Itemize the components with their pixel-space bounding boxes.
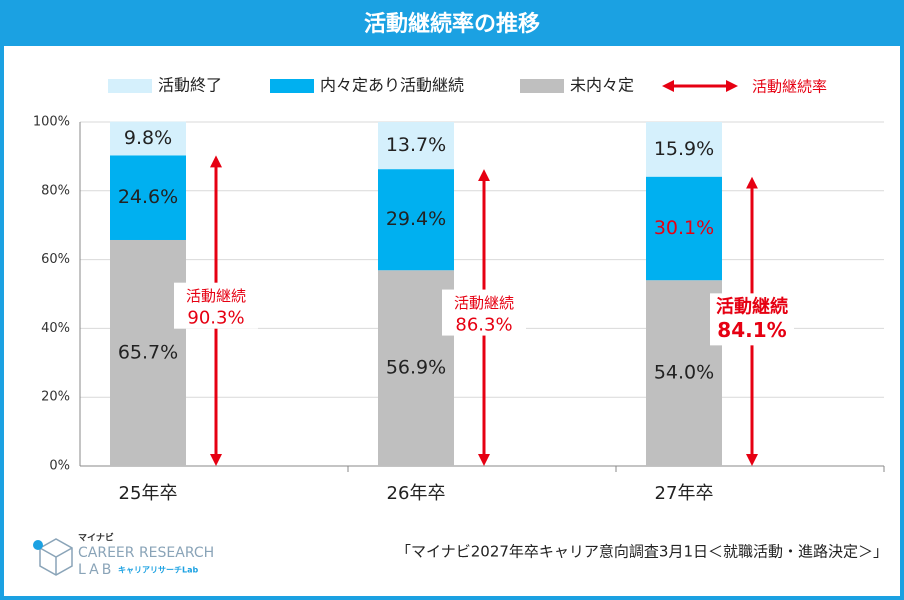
legend-swatch xyxy=(520,79,564,93)
y-tick-label: 60% xyxy=(41,252,70,267)
value-label: 13.7% xyxy=(386,134,446,156)
y-tick-label: 0% xyxy=(49,459,70,474)
y-tick-label: 40% xyxy=(41,321,70,336)
label-bg xyxy=(710,293,794,346)
logo-sub: キャリアリサーチLab xyxy=(118,566,198,575)
continuation-value: 90.3% xyxy=(187,308,244,329)
bar-segment xyxy=(646,122,722,177)
bar-segment xyxy=(378,122,454,170)
value-label: 56.9% xyxy=(386,357,446,379)
source: 「マイナビ2027年卒キャリア意向調査3月1日＜就職活動・進路決定＞」 xyxy=(396,543,888,561)
bar-segment xyxy=(378,270,454,466)
value-label: 29.4% xyxy=(386,208,446,230)
bar-segment xyxy=(646,280,722,466)
legend-label: 活動継続率 xyxy=(752,78,827,96)
bar-segment xyxy=(110,239,186,466)
label-bg xyxy=(174,282,258,329)
chart-title: 活動継続率の推移 xyxy=(364,11,540,37)
bar-segment xyxy=(110,121,186,156)
value-label: 24.6% xyxy=(118,186,178,208)
y-tick-label: 100% xyxy=(33,115,70,130)
logo: マイナビ CAREER RESEARCH LAB キャリアリサーチLab xyxy=(33,532,214,578)
x-tick-label: 25年卒 xyxy=(119,483,178,504)
value-label: 54.0% xyxy=(654,362,714,384)
continuation-value: 86.3% xyxy=(455,315,512,336)
legend-swatch xyxy=(108,79,152,93)
label-bg xyxy=(442,289,526,336)
continuation-value: 84.1% xyxy=(717,318,786,342)
logo-line1: CAREER RESEARCH xyxy=(78,545,214,561)
legend-swatch xyxy=(270,79,314,93)
logo-icon xyxy=(39,538,73,576)
y-tick-label: 80% xyxy=(41,183,70,198)
bar-segment xyxy=(378,169,454,271)
value-label: 65.7% xyxy=(118,341,178,363)
continuation-label: 活動継続 xyxy=(716,295,788,317)
value-label: 9.8% xyxy=(124,127,172,149)
bar-segment xyxy=(110,155,186,240)
continuation-label: 活動継続 xyxy=(454,294,514,312)
logo-brand: マイナビ xyxy=(78,532,114,544)
legend-label: 内々定あり活動継続 xyxy=(320,76,464,95)
x-tick-label: 27年卒 xyxy=(655,483,714,504)
logo-line2: LAB xyxy=(78,562,114,578)
y-tick-label: 20% xyxy=(41,390,70,405)
x-tick-label: 26年卒 xyxy=(387,483,446,504)
legend-label: 未内々定 xyxy=(570,76,634,95)
value-label: 15.9% xyxy=(654,138,714,160)
bar-segment xyxy=(646,176,722,281)
logo-dot xyxy=(33,540,43,550)
title-bar xyxy=(2,2,902,46)
value-label: 30.1% xyxy=(654,217,714,239)
continuation-label: 活動継続 xyxy=(186,287,246,305)
legend-label: 活動終了 xyxy=(158,76,222,95)
